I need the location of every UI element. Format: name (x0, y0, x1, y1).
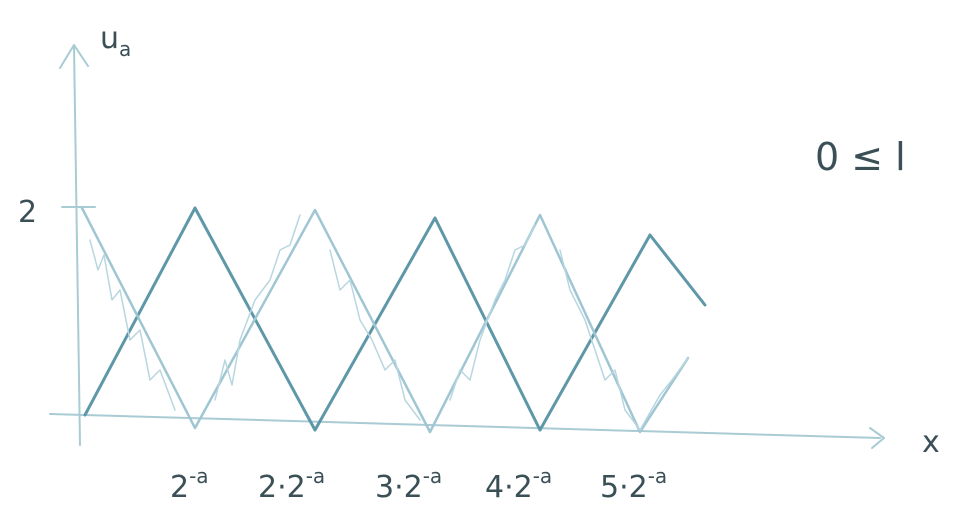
tick-base: 3·2 (375, 470, 423, 505)
x-axis (50, 414, 880, 438)
tick-sup: -a (306, 464, 325, 488)
scribble (215, 215, 300, 400)
tick-sup: -a (423, 464, 442, 488)
scribble (560, 250, 688, 430)
label-sub: a (119, 37, 131, 61)
x-axis-label: x (922, 425, 940, 460)
y-axis (74, 45, 80, 445)
x-tick-label: 2-a (170, 464, 209, 505)
x-tick-label: 2·2-a (258, 464, 325, 505)
label-base: u (100, 21, 119, 56)
tick-sup: -a (189, 464, 208, 488)
y-axis-label: ua (100, 21, 131, 61)
tick-base: 2 (170, 470, 189, 505)
tick-sup: -a (648, 464, 667, 488)
x-tick-label: 5·2-a (600, 464, 667, 505)
tick-base: 4·2 (485, 470, 533, 505)
zigzag-light (82, 208, 688, 432)
sketch: ua 2 x 0 ≤ l 2-a2·2-a3·2-a4·2-a5·2-a (0, 0, 954, 508)
side-note: 0 ≤ l (815, 135, 906, 179)
tick-sup: -a (533, 464, 552, 488)
y-tick-label: 2 (18, 195, 37, 230)
x-tick-label: 3·2-a (375, 464, 442, 505)
tick-base: 2·2 (258, 470, 306, 505)
tick-base: 5·2 (600, 470, 648, 505)
x-tick-label: 4·2-a (485, 464, 552, 505)
scribble (330, 250, 420, 420)
